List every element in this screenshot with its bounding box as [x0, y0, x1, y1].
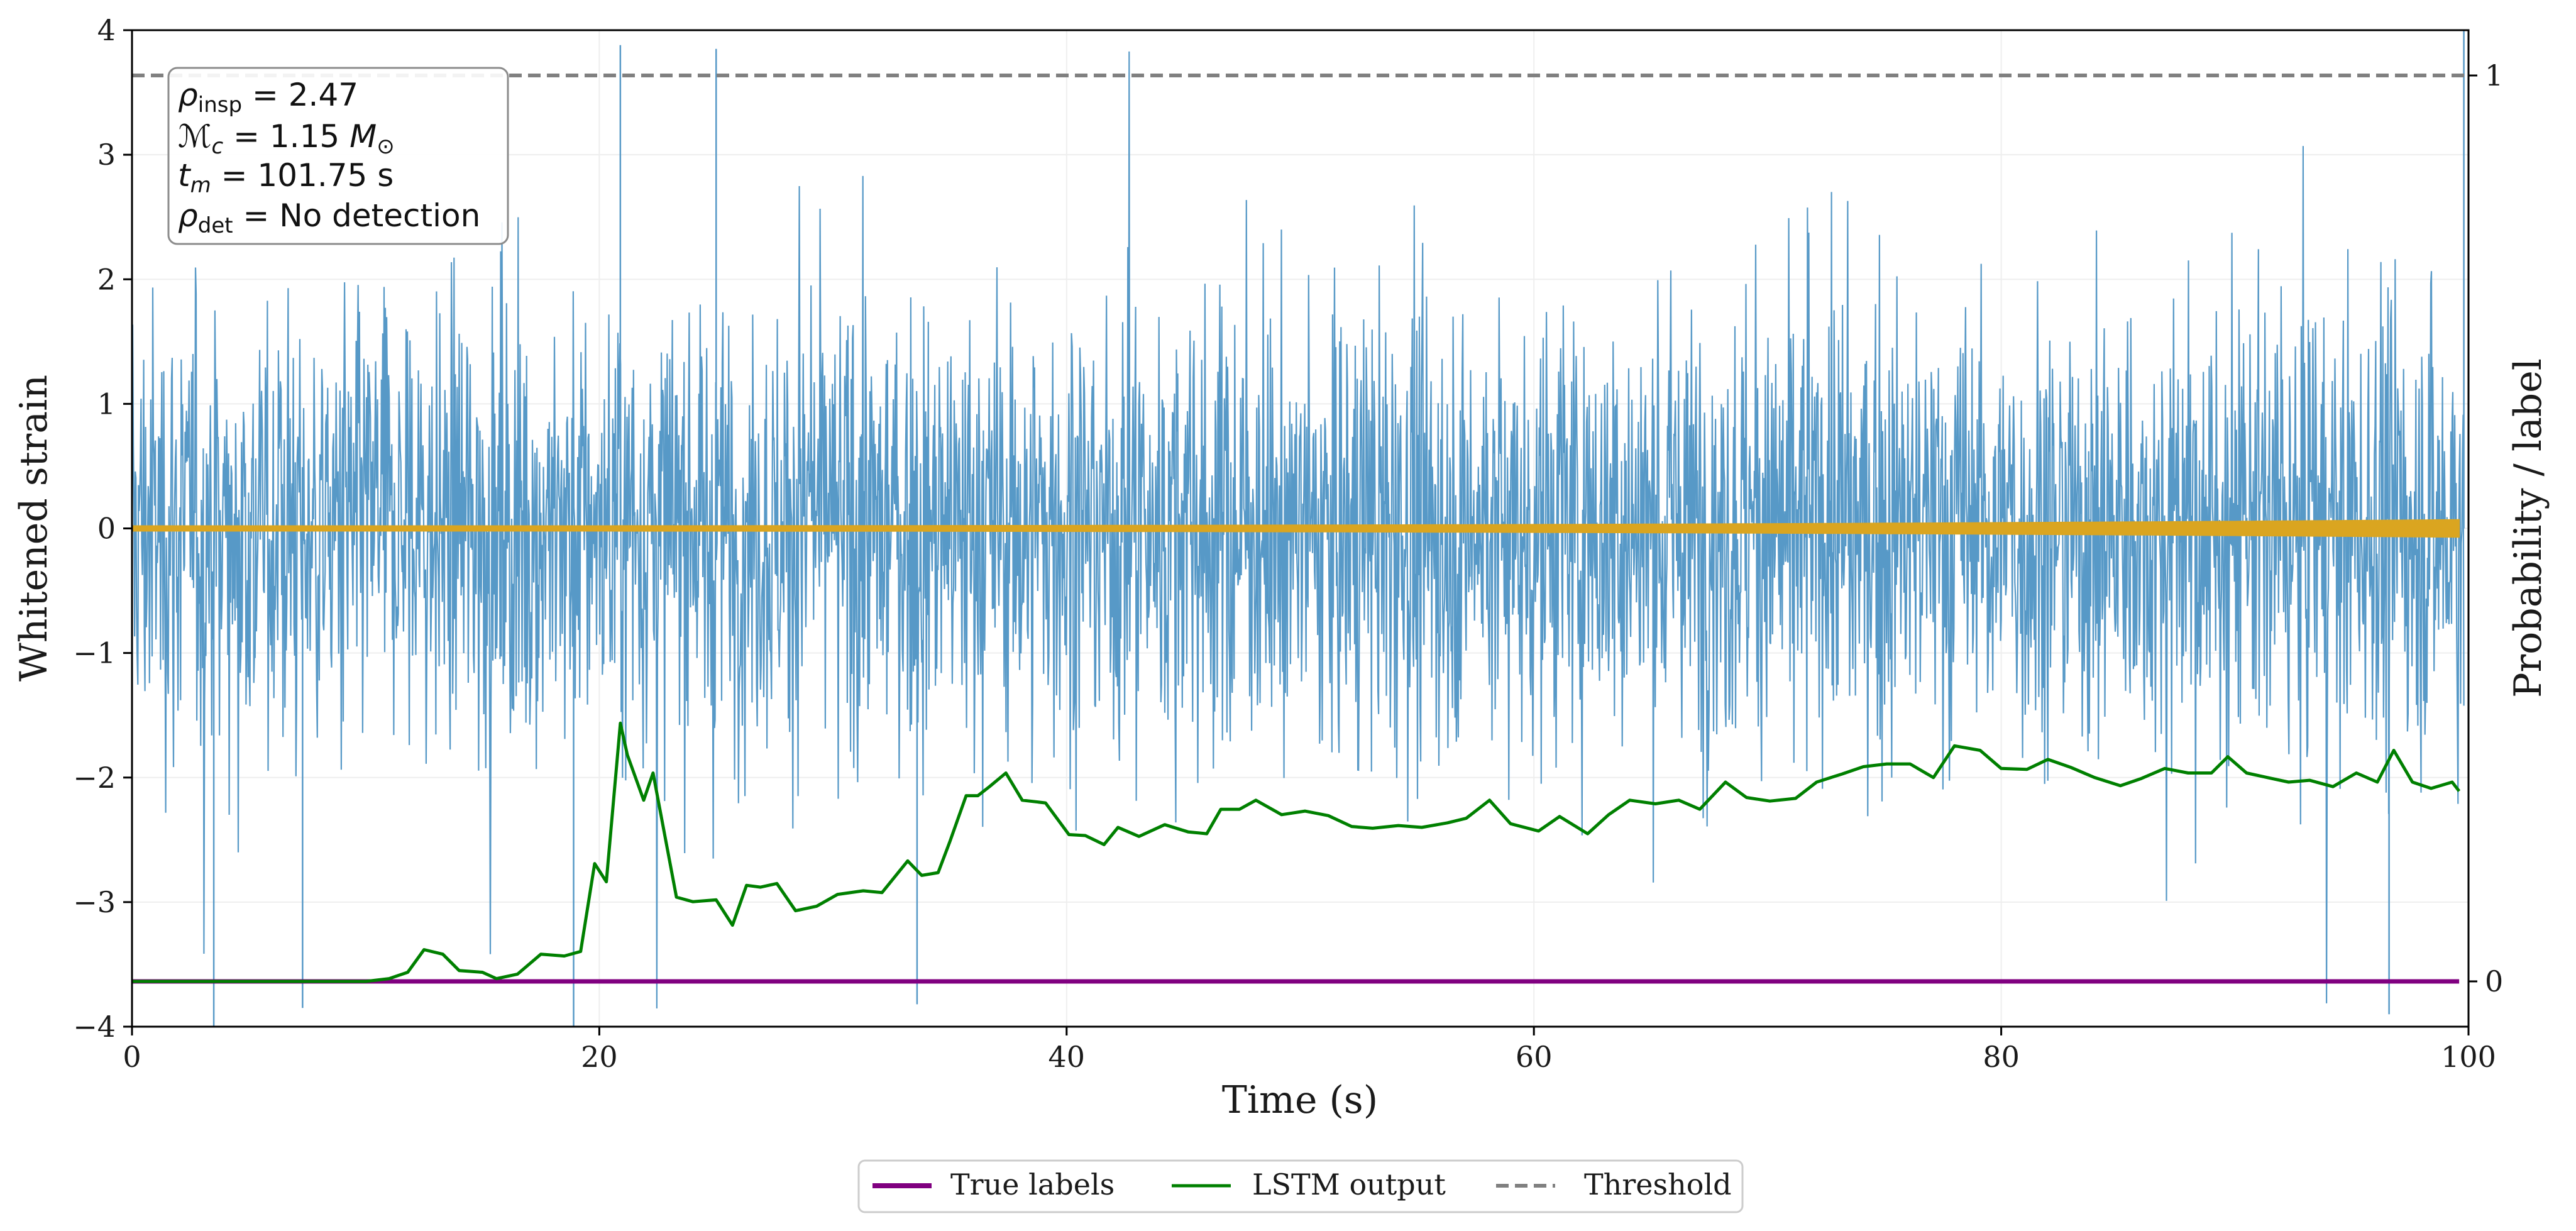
- lstm-output-line: [132, 721, 2461, 983]
- y-tick-left-label: −3: [73, 885, 116, 919]
- y-tick-right-label: 0: [2485, 964, 2503, 998]
- x-tick-label: 80: [1983, 1040, 2020, 1074]
- y-axis-right-title: Probability / label: [2506, 358, 2550, 698]
- y-tick-left-label: 2: [97, 262, 116, 296]
- annotation-frame: [167, 67, 509, 245]
- y-tick-left-label: 1: [97, 387, 116, 421]
- annotation-rho-insp: ρinsp = 2.47: [178, 77, 358, 118]
- y-tick-left-label: 0: [97, 512, 116, 546]
- legend: True labels LSTM output Threshold: [857, 1159, 1744, 1213]
- x-axis: 0 20 40 60 80 100: [123, 1027, 2496, 1074]
- y-tick-right-label: 1: [2485, 58, 2503, 92]
- legend-label-threshold: Threshold: [1584, 1168, 1732, 1201]
- x-tick-label: 60: [1516, 1040, 1553, 1074]
- template-band: [132, 519, 2460, 538]
- y-axis-left-title: Whitened strain: [12, 375, 56, 682]
- annotation-box: ρinsp = 2.47 ℳc = 1.15 M⊙ tm = 101.75 s …: [167, 67, 509, 245]
- y-axis-left: −4 −3 −2 −1 0 1 2 3 4: [73, 13, 132, 1044]
- annotation-merger-time: tm = 101.75 s: [178, 157, 394, 198]
- legend-label-lstm-output: LSTM output: [1252, 1168, 1446, 1201]
- plot-series: [132, 30, 2469, 1027]
- legend-frame: [857, 1159, 1744, 1213]
- y-tick-left-label: −1: [73, 636, 116, 670]
- x-axis-title: Time (s): [1222, 1078, 1378, 1122]
- x-tick-label: 20: [581, 1040, 618, 1074]
- strain-trace: [132, 51, 2465, 1009]
- legend-label-true-labels: True labels: [950, 1168, 1115, 1201]
- x-tick-label: 40: [1049, 1040, 1086, 1074]
- series-whitened-strain: [132, 30, 2465, 1027]
- y-axis-right: 01: [2469, 58, 2503, 998]
- y-tick-left-label: 3: [97, 138, 116, 172]
- annotation-chirp-mass: ℳc = 1.15 M⊙: [178, 118, 395, 159]
- y-tick-left-label: −4: [73, 1010, 116, 1044]
- series-template: [132, 519, 2460, 538]
- series-lstm-output: [132, 721, 2461, 983]
- y-tick-left-label: −2: [73, 761, 116, 795]
- y-tick-left-label: 4: [97, 13, 116, 47]
- x-tick-label: 100: [2441, 1040, 2496, 1074]
- annotation-rho-det: ρdet = No detection: [178, 197, 480, 238]
- x-tick-label: 0: [123, 1040, 141, 1074]
